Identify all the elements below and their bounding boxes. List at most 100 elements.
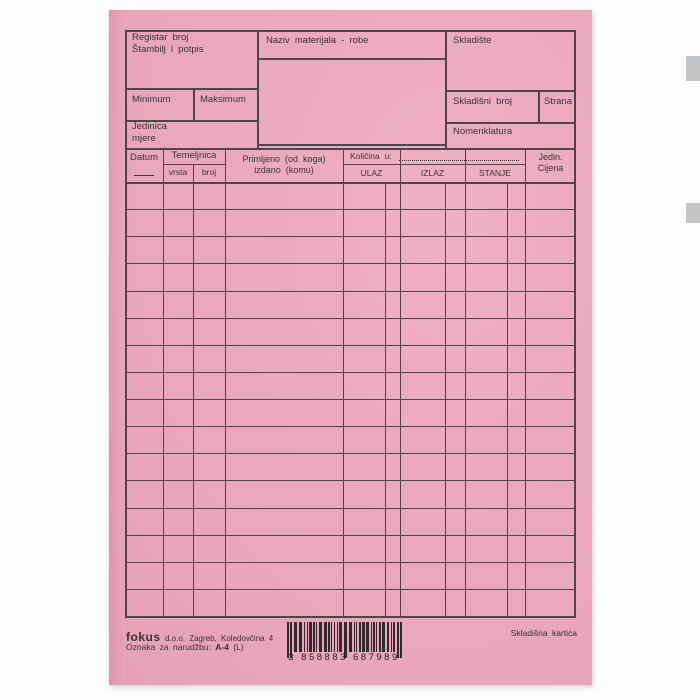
barcode-bar (287, 622, 289, 658)
minimum-label: Minimum (132, 94, 171, 105)
barcode-bar (387, 622, 389, 652)
form-line (125, 318, 576, 319)
jedinica-text: Jedinica (132, 121, 167, 132)
form-line (193, 88, 195, 120)
datum-blank-line (134, 175, 154, 176)
publisher-line: fokus d.o.o. Zagreb, Koledovčina 4 (126, 628, 273, 646)
form-line (574, 30, 576, 148)
barcode-bar (382, 622, 385, 652)
form-line (125, 263, 576, 264)
barcode-bar (337, 622, 338, 652)
form-line (385, 182, 386, 618)
form-line (125, 562, 576, 563)
form-line (446, 90, 576, 92)
form-line (225, 148, 226, 618)
jedin-cijena-column-header: Jedin. Cijena (525, 152, 576, 174)
kolicina-label: Količina u: (350, 151, 392, 161)
barcode-bar (304, 622, 305, 652)
cijena-text: Cijena (537, 163, 564, 173)
stambilj-text: Štambilj i potpis (132, 44, 204, 55)
barcode-bar (393, 622, 395, 652)
form-line (125, 480, 576, 481)
form-line (193, 164, 194, 618)
barcode-bar (354, 622, 355, 652)
form-line (125, 148, 127, 618)
form-line (125, 120, 258, 122)
primljeno-column-header: Primljeno (od koga) izdano (komu) (225, 154, 343, 176)
barcode-bar (373, 622, 375, 652)
form-line (125, 399, 576, 400)
barcode-bar (331, 622, 332, 652)
order-code: A-4 (215, 642, 229, 652)
order-code-line: Oznaka za narudžbu: A-4 (L) (126, 642, 244, 652)
barcode-bar (344, 622, 347, 658)
form-line (125, 148, 576, 150)
barcode-bar (359, 622, 361, 652)
form-line (445, 182, 446, 618)
maksimum-label: Maksimum (200, 94, 246, 105)
form-line (125, 236, 576, 237)
barcode-bar (319, 622, 322, 652)
barcode-bar (376, 622, 377, 652)
primljeno-line1: Primljeno (od koga) (242, 154, 326, 164)
barcode-bar (290, 622, 292, 658)
barcode-bar (366, 622, 369, 652)
broj-column-header: broj (201, 167, 217, 177)
naziv-materijala-label: Naziv materijala - robe (266, 35, 369, 46)
form-line (125, 616, 576, 618)
form-line (125, 508, 576, 509)
barcode-bar (334, 622, 335, 652)
kolicina-dotted-line (399, 151, 519, 161)
publisher-address: d.o.o. Zagreb, Koledovčina 4 (164, 634, 274, 643)
form-line (125, 88, 258, 90)
form-line (125, 30, 576, 32)
form-line (125, 453, 576, 454)
barcode-bar (391, 622, 392, 652)
barcode-bar (379, 622, 381, 652)
form-line (538, 90, 540, 122)
barcode-bar (328, 622, 330, 652)
strana-label: Strana (544, 96, 572, 107)
form-line (125, 291, 576, 292)
barcode-digits: 3 858883 687989 (288, 652, 400, 663)
fokus-logo: fokus (126, 630, 161, 644)
barcode-bar (349, 622, 352, 652)
jedinica-mjere-label: Jedinica mjere (132, 121, 167, 145)
scan-artifact (686, 203, 700, 223)
stanje-column-header: STANJE (479, 168, 511, 178)
form-line (574, 148, 576, 618)
barcode-bar (307, 622, 308, 652)
form-line (125, 209, 576, 210)
form-line (163, 164, 225, 165)
form-line (257, 144, 446, 146)
barcode-bar (294, 622, 297, 652)
form-line (445, 30, 447, 148)
skladiste-label: Skladište (453, 35, 492, 46)
registar-broj-text: Registar broj (132, 32, 189, 43)
form-line (125, 426, 576, 427)
form-line (163, 148, 164, 618)
barcode-bar (313, 622, 315, 652)
order-prefix: Oznaka za narudžbu: (126, 642, 211, 652)
datum-column-header: Datum (130, 152, 158, 163)
barcode-bar (371, 622, 372, 652)
barcode-bar (339, 622, 342, 652)
barcode-bar (356, 622, 357, 652)
form-line (343, 164, 525, 165)
form-line (446, 122, 576, 124)
skladisni-broj-label: Skladišni broj (453, 96, 512, 107)
form-line (465, 148, 466, 618)
scan-artifact (686, 56, 700, 81)
barcode-bar (299, 622, 302, 652)
form-line (125, 589, 576, 590)
form-line (125, 535, 576, 536)
stock-card-form: Registar broj Štambilj i potpis Naziv ma… (109, 10, 592, 685)
form-line (507, 182, 508, 618)
barcode-bar (397, 622, 399, 658)
form-line (125, 372, 576, 373)
jedin-text: Jedin. (538, 152, 563, 162)
ulaz-column-header: ULAZ (360, 168, 383, 178)
ean-barcode (287, 622, 407, 658)
barcode-bar (362, 622, 365, 652)
